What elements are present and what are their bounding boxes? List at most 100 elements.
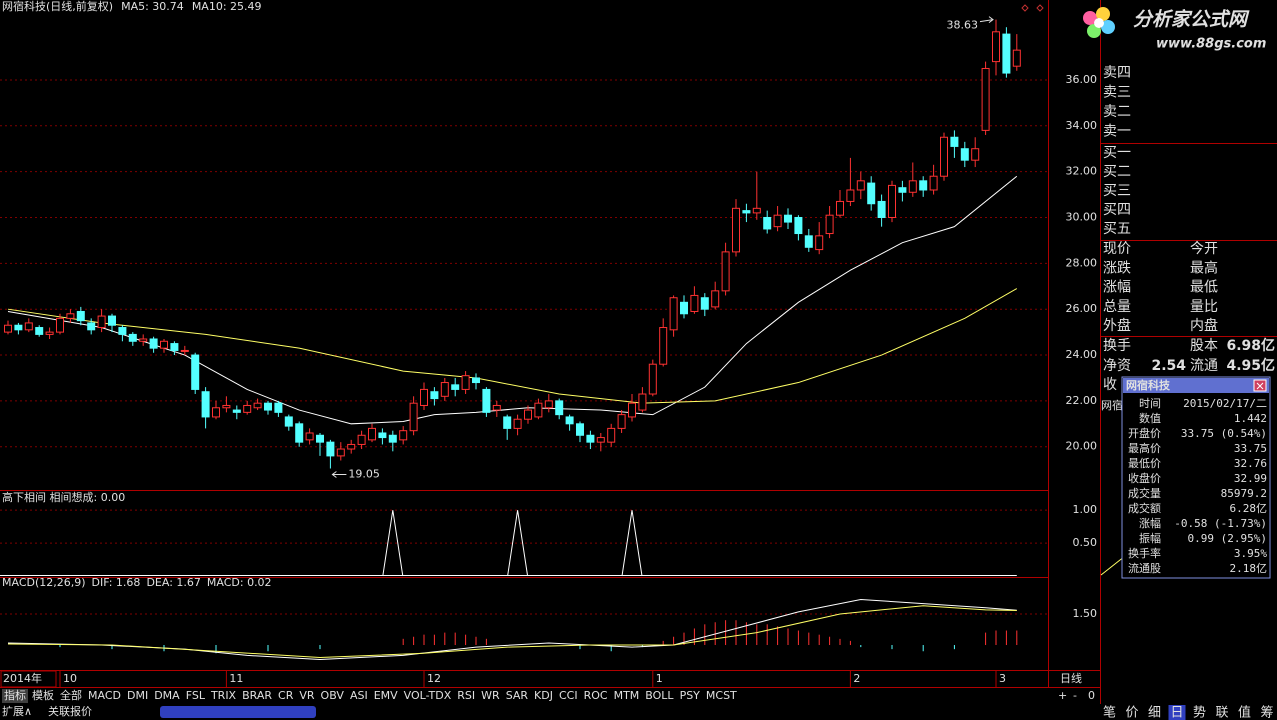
indicator-tab[interactable]: MACD [88, 689, 121, 702]
header-text: 网宿科技(日线,前复权) [2, 0, 113, 13]
candle-body [534, 402, 543, 418]
candle-body [971, 148, 980, 161]
indicator-tab[interactable]: 模板 [32, 688, 54, 702]
candle-body [108, 315, 116, 326]
quote-label: 换手 [1103, 337, 1131, 354]
indicator-tab[interactable]: 指标 [4, 688, 26, 702]
popup-label: 最低价 [1128, 457, 1161, 470]
candle-body [139, 338, 148, 342]
ma-line [7, 288, 1018, 404]
popup-value: 0.99 (2.95%) [1188, 532, 1267, 545]
quote-value: 6.98亿 [1226, 337, 1275, 354]
stock-short: 网宿 [1101, 398, 1123, 412]
indicator-spike [382, 510, 404, 577]
nav-button[interactable]: 联 [1216, 706, 1229, 720]
indicator-tab[interactable]: PSY [680, 689, 701, 702]
candle-body [118, 327, 127, 335]
indicator-tab[interactable]: ROC [584, 689, 608, 702]
nav-button[interactable]: 日 [1171, 706, 1184, 720]
indicator-tab[interactable]: 全部 [60, 688, 82, 702]
indicator-tab[interactable]: BOLL [645, 689, 674, 702]
indicator-tab[interactable]: SAR [506, 689, 529, 702]
candle-body [888, 184, 896, 218]
popup-close-x[interactable] [1256, 382, 1264, 390]
candle-body [326, 441, 335, 457]
candle-body [784, 214, 792, 223]
quote-label: 现价 [1103, 241, 1131, 257]
nav-button[interactable]: 势 [1193, 705, 1206, 720]
indicator-tab[interactable]: KDJ [534, 689, 553, 702]
zoom-button[interactable]: + [1058, 689, 1067, 702]
popup-label: 成交量 [1128, 486, 1161, 500]
nav-button[interactable]: 值 [1238, 705, 1251, 720]
candle-body [14, 324, 23, 331]
y-tick-label: 20.00 [1066, 440, 1098, 453]
indicator-tab[interactable]: ASI [350, 689, 368, 702]
candle-body [607, 427, 616, 443]
candle-body [160, 340, 168, 349]
indicator-spike [621, 510, 643, 577]
candle-body [742, 210, 751, 214]
footer-related[interactable]: 关联报价 [48, 704, 92, 718]
nav-button[interactable]: 筹 [1261, 705, 1274, 720]
candle-body [794, 216, 803, 235]
zoom-button[interactable]: - [1073, 689, 1077, 702]
indicator-tab[interactable]: MCST [706, 689, 737, 702]
indicator-tab[interactable]: VR [299, 689, 315, 702]
indicator-tab[interactable]: MTM [614, 689, 640, 702]
indicator-tab[interactable]: EMV [374, 689, 398, 702]
indicator-tab[interactable]: FSL [186, 689, 206, 702]
candle-body [45, 331, 54, 335]
indicator-tab[interactable]: CCI [559, 689, 578, 702]
candle-body [87, 322, 96, 331]
candle-body [482, 388, 491, 413]
nav-button[interactable]: 价 [1126, 706, 1139, 720]
macd-header: DIF: 1.68 [92, 576, 141, 589]
quote-value: 2.54 [1151, 358, 1186, 374]
candle-body [222, 404, 231, 409]
x-tick-label: 12 [427, 672, 441, 685]
candle-body [1002, 33, 1011, 74]
footer-expand[interactable]: 扩展∧ [2, 704, 32, 718]
candle-body [243, 404, 252, 413]
candle-body [336, 448, 345, 457]
candle-body [981, 67, 990, 131]
window-icons[interactable] [1021, 4, 1044, 12]
popup-value: -0.58 (-1.73%) [1174, 517, 1267, 530]
candle-body [898, 187, 907, 193]
indicator-tab[interactable]: RSI [457, 689, 475, 702]
indicator-tab[interactable]: DMA [154, 689, 180, 702]
quote-label: 总量 [1103, 299, 1131, 315]
candle-body [440, 382, 449, 397]
indicator-tab[interactable]: VOL-TDX [404, 689, 452, 702]
popup-title: 网宿科技 [1126, 378, 1171, 392]
indicator-tab[interactable]: BRAR [242, 689, 272, 702]
separators [0, 0, 1277, 704]
candle-body [253, 402, 262, 409]
indicator-tab[interactable]: DMI [127, 689, 148, 702]
zoom-button[interactable]: 0 [1088, 689, 1095, 702]
nav-button[interactable]: 笔 [1103, 705, 1116, 720]
quote-label: 量比 [1190, 299, 1218, 315]
nav-button[interactable]: 细 [1148, 706, 1161, 720]
candle-body [264, 402, 272, 411]
y-tick-label: 0.50 [1073, 536, 1098, 549]
candle-body [711, 290, 720, 308]
logo-name: 分析家公式网 [1133, 9, 1250, 31]
scrollbar[interactable] [160, 706, 316, 718]
indicator-tab[interactable]: TRIX [210, 689, 237, 702]
y-tick-label: 1.50 [1073, 607, 1098, 620]
quote-label: 涨跌 [1103, 260, 1131, 276]
candle-body [565, 416, 574, 425]
candle-body [180, 349, 189, 352]
candle-body [149, 338, 158, 349]
popup-value: 6.28亿 [1230, 502, 1268, 515]
candle-body [24, 322, 33, 331]
indicator-tab[interactable]: CR [278, 689, 294, 702]
candle-body [56, 317, 64, 333]
candle-body [284, 416, 293, 427]
indicator-tab[interactable]: WR [481, 689, 500, 702]
indicator-tab[interactable]: OBV [321, 689, 345, 702]
